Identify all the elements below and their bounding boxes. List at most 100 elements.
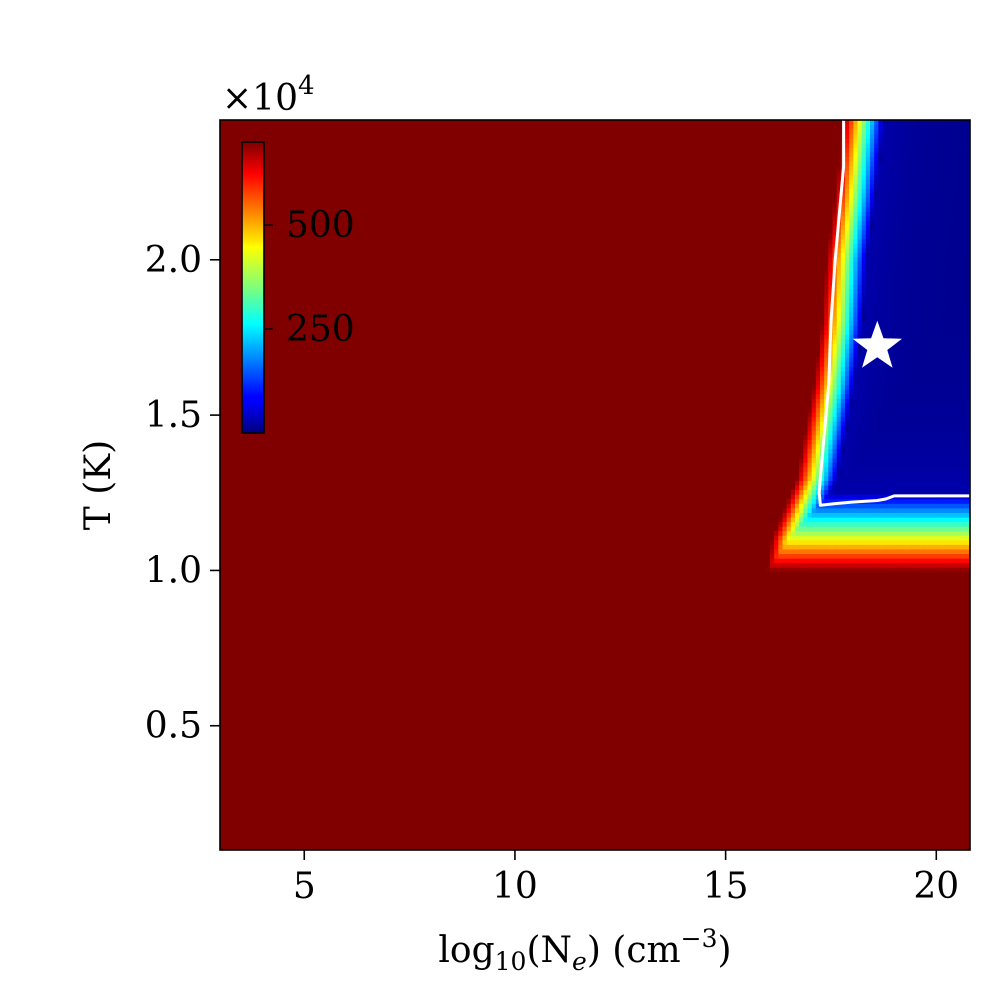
heatmap-cell (957, 311, 963, 317)
heatmap-cell (849, 174, 854, 180)
heatmap-cell (870, 124, 875, 130)
heatmap-cell (949, 485, 954, 491)
heatmap-cell (899, 339, 904, 345)
heatmap-cell (845, 183, 850, 190)
heatmap-cell (878, 503, 884, 509)
heatmap-cell (920, 288, 925, 294)
heatmap-cell (828, 243, 834, 249)
heatmap-cell (820, 475, 825, 482)
heatmap-cell (874, 366, 879, 372)
heatmap-cell (945, 475, 950, 482)
heatmap-cell (903, 151, 909, 158)
heatmap-cell (845, 215, 850, 221)
heatmap-cell (895, 252, 900, 258)
heatmap-cell (861, 548, 867, 555)
heatmap-cell (882, 480, 888, 486)
heatmap-cell (961, 407, 967, 413)
heatmap-cell (903, 188, 909, 194)
heatmap-cell (924, 211, 929, 217)
heatmap-cell (849, 567, 854, 573)
heatmap-cell (907, 316, 913, 322)
heatmap-cell (957, 530, 963, 536)
heatmap-cell (965, 266, 970, 272)
heatmap-cell (840, 558, 846, 564)
heatmap-cell (961, 224, 967, 231)
heatmap-cell (845, 567, 850, 573)
heatmap-cell (811, 398, 817, 404)
heatmap-cell (886, 439, 892, 445)
heatmap-cell (799, 553, 804, 559)
heatmap-cell (907, 293, 913, 299)
heatmap-cell (849, 120, 854, 126)
heatmap-cell (965, 498, 970, 504)
heatmap-cell (940, 407, 946, 413)
heatmap-cell (820, 544, 825, 550)
heatmap-cell (915, 471, 921, 477)
heatmap-cell (911, 421, 917, 427)
heatmap-cell (903, 370, 909, 377)
heatmap-cell (957, 562, 963, 568)
heatmap-cell (932, 238, 938, 244)
heatmap-cell (940, 284, 946, 290)
heatmap-cell (870, 284, 875, 290)
heatmap-cell (832, 206, 838, 212)
heatmap-cell (799, 567, 804, 573)
heatmap-cell (899, 142, 904, 148)
heatmap-cell (924, 412, 929, 418)
heatmap-cell (861, 279, 867, 285)
heatmap-cell (920, 238, 925, 244)
heatmap-cell (849, 453, 854, 459)
heatmap-cell (949, 129, 954, 135)
heatmap-cell (886, 412, 892, 418)
heatmap-cell (857, 302, 863, 308)
heatmap-cell (949, 339, 954, 345)
heatmap-cell (965, 320, 970, 326)
heatmap-cell (878, 412, 884, 418)
heatmap-cell (957, 548, 963, 555)
heatmap-cell (853, 284, 859, 290)
heatmap-cell (940, 279, 946, 285)
heatmap-cell (895, 475, 900, 482)
heatmap-cell (895, 370, 900, 377)
heatmap-cell (865, 548, 871, 555)
heatmap-cell (940, 247, 946, 253)
heatmap-cell (911, 220, 917, 226)
heatmap-cell (824, 507, 829, 513)
heatmap-cell (932, 197, 938, 203)
heatmap-cell (945, 407, 950, 413)
heatmap-cell (845, 334, 850, 340)
contour (817, 120, 970, 507)
heatmap-cell (940, 439, 946, 445)
heatmap-cell (945, 256, 950, 263)
heatmap-cell (865, 402, 871, 409)
heatmap-cell (865, 311, 871, 317)
heatmap-cell (840, 284, 846, 290)
heatmap-cell (903, 512, 909, 518)
heatmap-cell (895, 120, 900, 126)
heatmap-cell (853, 215, 859, 221)
heatmap-cell (861, 448, 867, 454)
heatmap-cell (849, 521, 854, 527)
heatmap-cell (965, 507, 970, 513)
heatmap-cell (940, 430, 946, 436)
heatmap-cell (924, 193, 929, 199)
heatmap-cell (965, 147, 970, 153)
heatmap-cell (799, 480, 804, 486)
heatmap-cell (903, 211, 909, 217)
heatmap-cell (857, 443, 863, 450)
heatmap-cell (932, 234, 938, 240)
heatmap-cell (911, 498, 917, 504)
heatmap-cell (965, 343, 970, 349)
heatmap-cell (774, 553, 779, 559)
heatmap-cell (870, 507, 875, 513)
heatmap-cell (807, 462, 813, 468)
heatmap-cell (932, 567, 938, 573)
heatmap-cell (928, 384, 934, 390)
heatmap-cell (957, 284, 963, 290)
heatmap-cell (832, 494, 838, 500)
heatmap-cell (961, 548, 967, 555)
heatmap-cell (870, 485, 875, 491)
heatmap-cell (836, 183, 842, 190)
heatmap-cell (949, 366, 954, 372)
